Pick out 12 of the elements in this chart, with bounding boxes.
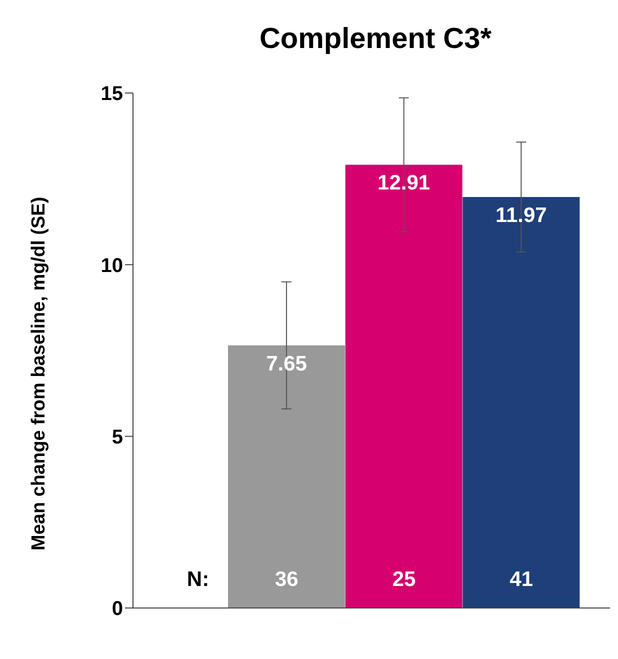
data-label: 12.91 xyxy=(378,172,430,195)
annotation: 25 xyxy=(391,568,417,592)
chart-title: Complement C3* xyxy=(258,23,493,56)
annotation: N: xyxy=(186,568,210,592)
y-tick-label: 0 xyxy=(112,598,123,620)
data-label: 11.97 xyxy=(495,204,547,227)
y-axis-title: Mean change from baseline, mg/dl (SE) xyxy=(28,196,50,550)
y-tick-label: 5 xyxy=(112,426,123,448)
annotation: 36 xyxy=(274,568,300,592)
y-tick-label: 10 xyxy=(100,254,123,277)
annotation: 41 xyxy=(508,568,534,592)
y-tick-label: 15 xyxy=(100,83,123,106)
